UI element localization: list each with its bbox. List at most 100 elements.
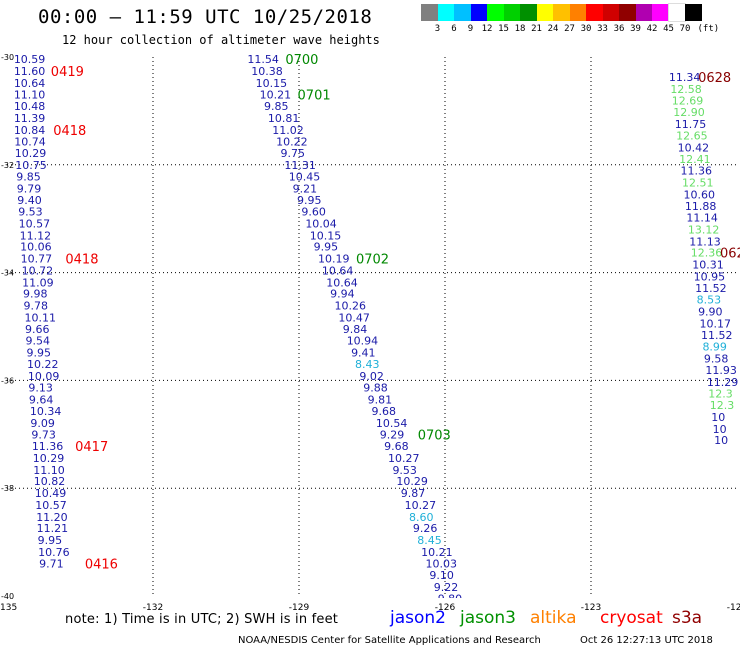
chart-title: 00:00 – 11:59 UTC 10/25/2018 (38, 6, 373, 28)
wave-height-value: 9.87 (401, 487, 426, 500)
wave-height-value: 11.39 (14, 112, 45, 125)
x-tick-label: -123 (581, 603, 601, 613)
wave-height-value: 11.13 (689, 235, 721, 248)
color-swatch (553, 4, 570, 21)
wave-height-value: 9.81 (368, 393, 393, 406)
wave-height-value: 11.21 (37, 522, 69, 535)
wave-height-value: 10.49 (35, 487, 67, 500)
wave-height-value: 9.64 (29, 393, 54, 406)
wave-height-value: 11.10 (33, 464, 65, 477)
legend-jason3: jason3 (460, 608, 516, 628)
wave-height-value: 10.27 (388, 452, 420, 465)
wave-height-value: 12.51 (682, 177, 714, 190)
legend-altika: altika (530, 608, 577, 628)
wave-height-value: 10.04 (305, 218, 337, 231)
wave-height-value: 10.60 (683, 188, 715, 201)
wave-height-value: 11.09 (22, 276, 54, 289)
wave-height-value: 10.03 (426, 558, 458, 571)
wave-height-value: 9.95 (38, 534, 63, 547)
color-scale-label: 3 (434, 24, 441, 34)
color-swatch (421, 4, 438, 21)
wave-height-value: 8.60 (409, 511, 434, 524)
wave-height-value: 12.36 (691, 247, 723, 260)
color-scale-label: 33 (597, 24, 608, 34)
axis-ticks: -135 -132 -129 -126 -123 -120 -30 -32 -34 -36 -38 -… (0, 53, 740, 613)
legend-s3a: s3a (672, 608, 703, 628)
wave-height-value: 10.29 (33, 452, 65, 465)
wave-height-value: 10.81 (268, 112, 300, 125)
color-swatch (652, 4, 669, 21)
wave-height-value: 10 (714, 434, 728, 447)
wave-height-value: 9.02 (359, 370, 384, 383)
y-tick-label: -34 (1, 269, 14, 278)
legend-cryosat: cryosat (600, 608, 663, 628)
wave-height-value: 9.41 (351, 346, 376, 359)
wave-height-value: 10.15 (256, 77, 287, 90)
wave-height-value: 11.36 (681, 165, 713, 178)
color-swatch (685, 4, 702, 21)
wave-height-value: 10.29 (15, 147, 47, 160)
wave-height-value: 9.21 (293, 183, 318, 196)
color-scale-label: 36 (613, 24, 625, 34)
wave-height-value: 9.78 (24, 299, 49, 312)
x-tick-label: -132 (143, 603, 163, 613)
wave-height-value: 12.90 (673, 106, 705, 119)
wave-height-value: 11.93 (705, 364, 737, 377)
wave-height-value: 9.90 (698, 305, 723, 318)
pass-time-label: 0416 (85, 558, 118, 573)
wave-height-value: 10.11 (25, 311, 57, 324)
wave-height-value: 10.74 (14, 136, 46, 149)
wave-height-value: 9.10 (429, 569, 454, 582)
wave-height-value: 11.02 (272, 124, 304, 137)
wave-height-value: 10.64 (326, 276, 358, 289)
color-scale-label: 39 (630, 24, 641, 34)
wave-height-value: 9.60 (301, 206, 326, 219)
wave-height-value: 9.80 (438, 593, 463, 606)
wave-height-value: 10.47 (338, 311, 370, 324)
wave-height-value: 9.40 (17, 194, 42, 207)
wave-height-value: 9.94 (330, 288, 355, 301)
pass-time-label: 0418 (65, 253, 98, 268)
pass-time-label: 0417 (75, 440, 108, 455)
wave-height-value: 8.99 (702, 340, 727, 353)
pass-time-label: 0418 (53, 124, 86, 139)
wave-height-value: 11.29 (707, 376, 739, 389)
wave-height-value: 9.95 (314, 241, 339, 254)
wave-height-value: 10.95 (694, 270, 726, 283)
color-swatch (635, 4, 652, 21)
wave-height-value: 9.73 (31, 428, 56, 441)
wave-height-value: 10.64 (14, 77, 45, 90)
wave-height-value: 9.68 (372, 405, 397, 418)
wave-height-value: 11.52 (695, 282, 727, 295)
grid-lines (7, 57, 737, 596)
wave-height-value: 11.75 (675, 118, 707, 131)
wave-height-value: 10.34 (30, 405, 62, 418)
wave-height-value: 8.53 (697, 294, 722, 307)
wave-height-value: 10.06 (20, 241, 52, 254)
wave-height-value: 8.45 (417, 534, 442, 547)
generation-timestamp: Oct 26 12:27:13 UTC 2018 (580, 635, 713, 646)
color-scale-label: 12 (481, 24, 493, 34)
x-tick-label: -120 (727, 603, 740, 613)
y-tick-label: -40 (1, 592, 14, 601)
track-jason3: 11.5410.3810.1510.219.8510.8111.0210.229… (247, 53, 463, 606)
pass-time-label: 0703 (418, 428, 451, 443)
color-swatch (569, 4, 586, 21)
color-swatch (667, 3, 686, 22)
wave-height-value: 10.21 (421, 546, 453, 559)
wave-height-value: 9.13 (28, 381, 53, 394)
wave-height-value: 12.58 (670, 83, 702, 96)
wave-height-value: 10.45 (289, 171, 321, 184)
wave-height-value: 12.69 (672, 95, 704, 108)
track-cryosat: 10.5911.6010.6411.1010.4811.3910.8410.74… (14, 53, 118, 573)
wave-height-value: 11.12 (20, 229, 52, 242)
wave-height-value: 12.65 (676, 130, 708, 143)
wave-height-value: 9.98 (23, 288, 47, 301)
wave-height-value: 11.60 (14, 65, 45, 78)
wave-height-value: 10.94 (347, 335, 379, 348)
wave-height-value: 9.53 (18, 206, 43, 219)
wave-height-value: 10.76 (38, 546, 70, 559)
color-scale-label: 6 (451, 24, 457, 34)
wave-height-value: 10.17 (700, 317, 732, 330)
